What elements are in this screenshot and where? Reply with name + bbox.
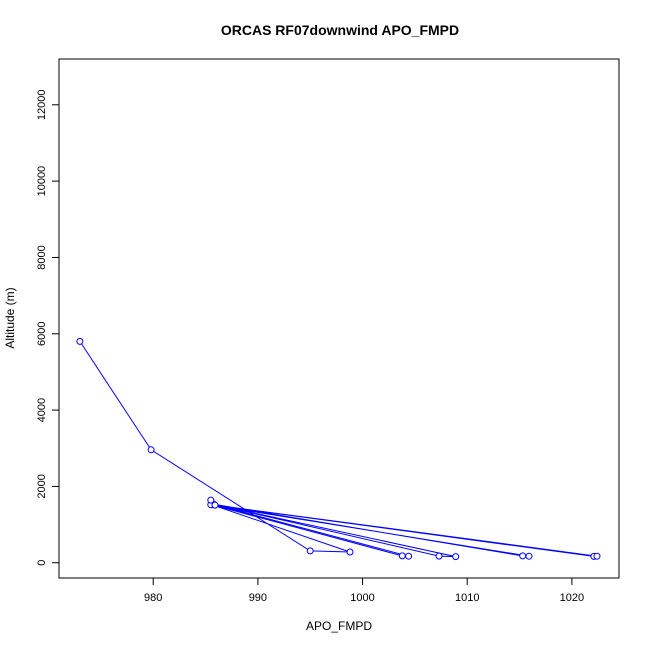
data-point bbox=[593, 552, 601, 560]
data-point bbox=[435, 552, 443, 560]
data-point bbox=[76, 337, 84, 345]
data-point bbox=[519, 552, 527, 560]
data-point bbox=[405, 552, 413, 560]
x-axis: 980 990 1000 1010 1020 bbox=[144, 577, 584, 604]
data-point bbox=[346, 548, 354, 556]
data-point bbox=[452, 553, 460, 561]
y-tick-label: 10000 bbox=[36, 166, 48, 197]
x-axis-label: APO_FMPD bbox=[306, 619, 372, 633]
y-tick-label: 0 bbox=[36, 560, 48, 566]
data-point bbox=[398, 552, 406, 560]
data-point bbox=[207, 496, 215, 504]
x-tick-label: 1000 bbox=[350, 592, 374, 604]
x-tick-label: 980 bbox=[144, 592, 162, 604]
y-axis-label: Altitude (m) bbox=[3, 287, 17, 348]
y-tick-label: 2000 bbox=[36, 474, 48, 498]
y-tick-label: 12000 bbox=[36, 89, 48, 120]
data-point bbox=[147, 446, 155, 454]
y-tick-label: 8000 bbox=[36, 245, 48, 269]
y-axis: 0 2000 4000 6000 8000 10000 12000 bbox=[36, 89, 60, 566]
x-tick-label: 990 bbox=[249, 592, 267, 604]
data-point bbox=[211, 501, 219, 509]
y-tick-label: 4000 bbox=[36, 398, 48, 422]
x-tick-label: 1010 bbox=[455, 592, 479, 604]
series-layer bbox=[76, 337, 601, 561]
data-point bbox=[525, 552, 533, 560]
chart-title: ORCAS RF07downwind APO_FMPD bbox=[221, 22, 459, 38]
x-tick-label: 1020 bbox=[560, 592, 584, 604]
data-point bbox=[306, 547, 314, 555]
y-tick-label: 6000 bbox=[36, 322, 48, 346]
